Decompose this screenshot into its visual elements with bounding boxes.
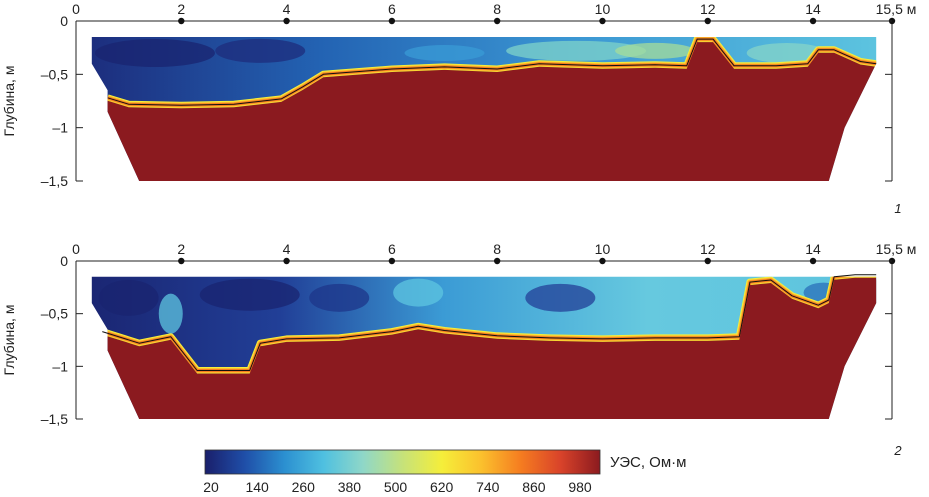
- panel-number: 1: [894, 201, 901, 216]
- boundary-line: [107, 38, 877, 106]
- bedrock-fill: [91, 277, 877, 419]
- x-tick-dot: [178, 17, 185, 25]
- colorbar-tick-label: 740: [476, 479, 500, 495]
- x-tick-label: 6: [388, 1, 396, 17]
- x-tick-label: 0: [72, 241, 80, 257]
- y-tick-label: –1: [52, 358, 68, 374]
- y-tick-label: –1,5: [41, 173, 68, 189]
- resistivity-anomaly: [746, 43, 827, 63]
- x-tick-label: 14: [805, 1, 821, 17]
- bedrock-fill: [91, 42, 877, 181]
- resistivity-anomaly: [615, 42, 696, 59]
- colorbar-title: УЭС, Ом·м: [610, 454, 686, 471]
- colorbar-tick-label: 860: [522, 479, 546, 495]
- resistivity-anomaly: [94, 39, 215, 67]
- x-tick-dot: [809, 257, 817, 265]
- section-2: [91, 276, 877, 419]
- resistivity-anomaly: [525, 283, 596, 312]
- resistivity-anomaly: [309, 283, 370, 312]
- x-tick-label: 4: [283, 241, 291, 257]
- x-tick-label: 2: [177, 241, 185, 257]
- x-tick-dot: [809, 17, 817, 25]
- colorbar-tick-label: 140: [245, 479, 269, 495]
- resistivity-anomaly: [158, 293, 183, 334]
- colorbar-gradient: [204, 449, 601, 475]
- x-tick-label: 10: [595, 241, 611, 257]
- resistivity-anomaly: [98, 279, 159, 316]
- colorbar-tick-label: 260: [292, 479, 316, 495]
- colorbar-tick-label: 500: [384, 479, 408, 495]
- colorbar-tick-label: 380: [338, 479, 362, 495]
- x-tick-label: 14: [805, 241, 821, 257]
- panel-number: 2: [893, 443, 902, 458]
- x-tick-label: 12: [700, 1, 716, 17]
- x-tick-dot: [493, 257, 501, 265]
- x-tick-label: 6: [388, 241, 396, 257]
- y-axis-title: Глубина, м: [1, 305, 17, 376]
- x-tick-dot: [388, 17, 396, 25]
- y-axis-title: Глубина, м: [1, 66, 17, 137]
- x-tick-dot: [178, 257, 185, 265]
- colorbar-tick-label: 20: [203, 479, 219, 495]
- panel-1: 0 2 4 6 8 10 12 14 15,5 м 0 –0,5 –1 –1,5 Глубина, м 1: [1, 1, 916, 216]
- y-tick-label: –0,5: [41, 66, 68, 82]
- panel-2: 0 2 4 6 8 10 12 14 15,5 м 0 –0,5 –1 –1,5 Глубина, м 2: [1, 241, 916, 458]
- resistivity-anomaly: [199, 278, 300, 311]
- boundary-line: [102, 274, 877, 371]
- x-tick-dot: [704, 17, 711, 25]
- resistivity-anomaly: [393, 278, 444, 307]
- colorbar-tick-label: 620: [430, 479, 454, 495]
- y-tick-label: –1: [52, 120, 68, 136]
- x-end-label: 15,5 м: [876, 1, 917, 17]
- x-tick-dot: [388, 257, 396, 265]
- colorbar-tick-label: 980: [568, 479, 592, 495]
- colorbar: УЭС, Ом·м 20 140 260 380 500 620 740 860 980: [203, 449, 686, 495]
- x-tick-dot: [493, 17, 501, 25]
- y-tick-label: –0,5: [41, 306, 68, 322]
- x-tick-label: 8: [493, 1, 501, 17]
- x-tick-dot: [283, 257, 290, 265]
- x-tick-label: 8: [493, 241, 501, 257]
- x-tick-dot: [599, 17, 606, 25]
- x-tick-label: 2: [177, 1, 185, 17]
- x-tick-dot: [283, 17, 290, 25]
- x-tick-label: 12: [700, 241, 716, 257]
- x-tick-dot: [599, 257, 606, 265]
- resistivity-anomaly: [404, 45, 485, 61]
- x-end-label: 15,5 м: [876, 241, 917, 257]
- y-tick-label: 0: [60, 253, 68, 269]
- y-tick-label: –1,5: [41, 411, 68, 427]
- y-tick-label: 0: [60, 13, 68, 29]
- x-tick-label: 4: [283, 1, 291, 17]
- section-1: [91, 37, 877, 181]
- x-tick-label: 0: [72, 1, 80, 17]
- resistivity-anomaly: [506, 40, 647, 61]
- x-tick-dot: [704, 257, 711, 265]
- resistivity-anomaly: [215, 38, 306, 63]
- x-tick-label: 10: [595, 1, 611, 17]
